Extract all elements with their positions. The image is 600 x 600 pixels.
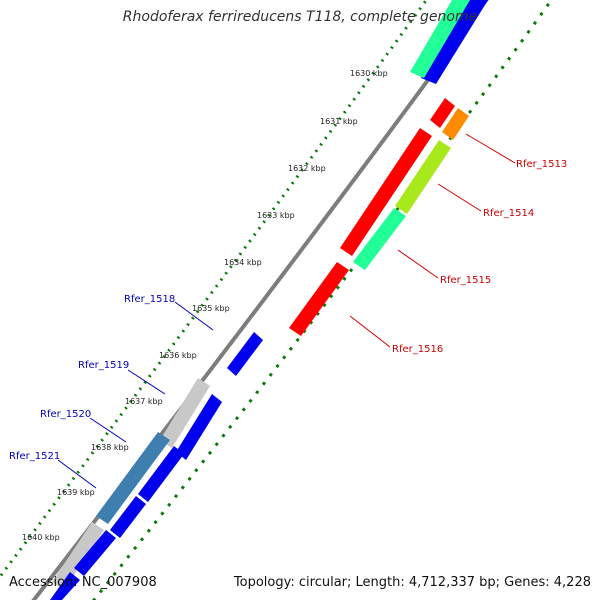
tick-label: 1632 kbp (288, 164, 326, 173)
tick-label: 1633 kbp (257, 211, 295, 220)
gene-label-rfer-1520[interactable]: Rfer_1520 (40, 409, 91, 420)
tick-label: 1640 kbp (22, 533, 60, 542)
gene-rfer-1521-rev[interactable] (110, 496, 146, 538)
gene-rfer-1519-rev[interactable] (176, 394, 222, 460)
gene-label-rfer-1521[interactable]: Rfer_1521 (9, 451, 60, 462)
gene-rfer-1518[interactable] (227, 332, 263, 376)
gene-rfer-1519[interactable] (160, 378, 210, 448)
label-leaders (57, 133, 516, 489)
leader-rfer-1519 (127, 369, 166, 395)
leader-rfer-1513 (465, 133, 516, 164)
tick-label: 1634 kbp (224, 258, 262, 267)
gene-rfer-1520[interactable] (96, 432, 170, 524)
leader-rfer-1516 (349, 315, 391, 348)
gc-dot-track-outer (92, 0, 554, 600)
tick-label: 1636 kbp (159, 351, 197, 360)
leader-rfer-1521 (57, 459, 97, 489)
gene-rfer-1513-upstream[interactable] (340, 128, 432, 256)
tick-labels: 1630 kbp 1631 kbp 1632 kbp 1633 kbp 1634… (22, 69, 388, 542)
leader-rfer-1518 (174, 301, 214, 331)
gene-rfer-1513-arrow[interactable] (430, 98, 455, 128)
tick-label: 1637 kbp (125, 397, 163, 406)
leader-rfer-1520 (89, 417, 127, 443)
gene-label-rfer-1514[interactable]: Rfer_1514 (483, 208, 534, 219)
gene-label-rfer-1515[interactable]: Rfer_1515 (440, 275, 491, 286)
gene-label-rfer-1513[interactable]: Rfer_1513 (516, 159, 567, 170)
gene-label-rfer-1516[interactable]: Rfer_1516 (392, 344, 443, 355)
tick-label: 1638 kbp (91, 443, 129, 452)
gene-top-green[interactable] (410, 0, 470, 78)
genome-backbone (31, 0, 489, 600)
map-title: Rhodoferax ferrireducens T118, complete … (122, 9, 478, 25)
gene-rfer-1516[interactable] (289, 262, 349, 336)
gene-bottom-blue-2[interactable] (50, 572, 80, 600)
forward-strand-genes (289, 0, 488, 336)
tick-label: 1635 kbp (192, 304, 230, 313)
tick-label: 1631 kbp (320, 117, 358, 126)
gene-label-rfer-1518[interactable]: Rfer_1518 (124, 294, 175, 305)
gene-rfer-1521[interactable] (52, 522, 104, 590)
gene-top-blue[interactable] (421, 0, 488, 84)
gene-rfer-1515[interactable] (353, 208, 406, 270)
tick-label: 1639 kbp (57, 488, 95, 497)
gene-rfer-1513[interactable] (442, 108, 469, 140)
gene-label-rfer-1519[interactable]: Rfer_1519 (78, 360, 129, 371)
reverse-strand-genes (50, 332, 263, 600)
gene-rfer-1520-rev[interactable] (138, 446, 184, 502)
leader-rfer-1515 (397, 249, 439, 279)
gene-bottom-blue[interactable] (74, 530, 116, 576)
gene-rfer-1514[interactable] (395, 140, 451, 214)
genome-summary-text: Topology: circular; Length: 4,712,337 bp… (233, 575, 591, 590)
gc-dot-track-inner (0, 0, 429, 580)
leader-rfer-1514 (437, 183, 482, 212)
gene-labels: Rfer_1513 Rfer_1514 Rfer_1515 Rfer_1516 … (9, 159, 567, 462)
tick-label: 1630 kbp (350, 69, 388, 78)
accession-text: Accession: NC_007908 (9, 575, 157, 590)
